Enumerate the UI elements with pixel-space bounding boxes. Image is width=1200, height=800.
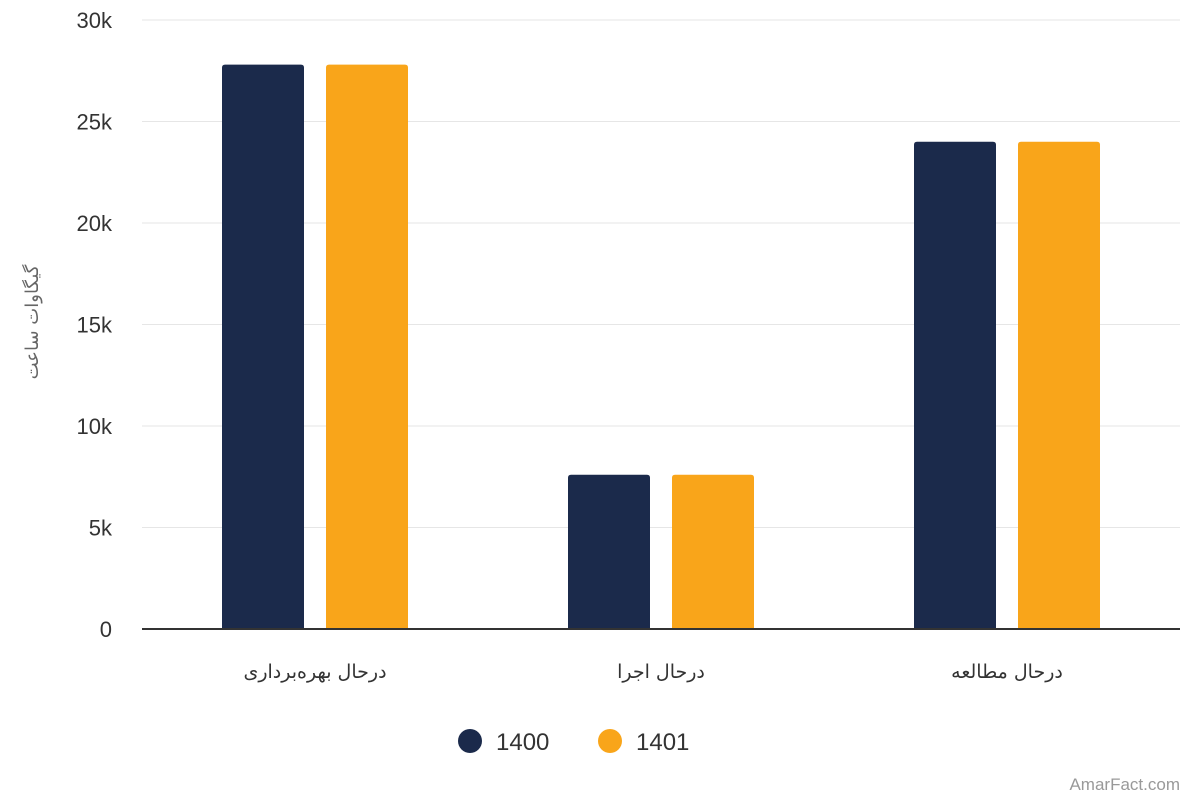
y-tick-label: 25k bbox=[77, 110, 113, 135]
legend-marker-1401 bbox=[598, 729, 622, 753]
legend-marker-1400 bbox=[458, 729, 482, 753]
legend: 1400 1401 bbox=[458, 729, 689, 756]
legend-label-1401: 1401 bbox=[636, 729, 689, 756]
bar-1400-0 bbox=[222, 64, 304, 629]
bars bbox=[222, 64, 1100, 630]
x-tick-label: درحال مطالعه bbox=[951, 661, 1063, 683]
bar-1401-0 bbox=[326, 64, 408, 629]
y-axis-title: گیگاوات ساعت bbox=[21, 264, 43, 379]
bar-1400-1 bbox=[568, 474, 650, 629]
credit-text: AmarFact.com bbox=[1069, 775, 1180, 794]
y-tick-label: 5k bbox=[89, 516, 113, 541]
y-tick-label: 30k bbox=[77, 8, 113, 33]
y-tick-label: 20k bbox=[77, 211, 113, 236]
x-axis-ticks: درحال بهره‌برداری درحال اجرا درحال مطالعه bbox=[243, 661, 1062, 683]
grid-lines bbox=[142, 19, 1180, 528]
y-tick-label: 10k bbox=[77, 414, 113, 439]
y-tick-label: 15k bbox=[77, 313, 113, 338]
x-tick-label: درحال اجرا bbox=[617, 661, 705, 683]
bar-1401-2 bbox=[1018, 141, 1100, 630]
bar-1400-2 bbox=[914, 141, 996, 630]
y-axis-ticks: 0 5k 10k 15k 20k 25k 30k bbox=[77, 8, 113, 642]
x-tick-label: درحال بهره‌برداری bbox=[243, 661, 386, 683]
bar-1401-1 bbox=[672, 474, 754, 629]
y-tick-label: 0 bbox=[100, 617, 112, 642]
legend-label-1400: 1400 bbox=[496, 729, 549, 756]
